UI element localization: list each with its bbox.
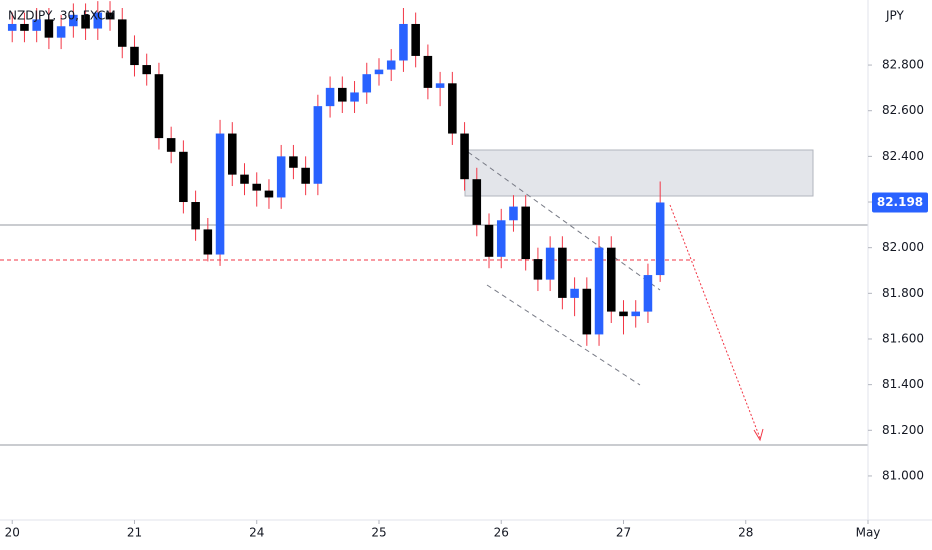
candle-body [521,206,530,260]
y-tick-label: 81.400 [882,377,924,391]
chart-title: NZDJPY, 30, FXCM [8,9,116,23]
candle-body [240,174,249,184]
candle-body [276,156,286,198]
candle-body [7,23,17,31]
y-tick-label: 81.000 [882,468,924,482]
candle-body [289,156,298,168]
candle-body [472,179,482,225]
y-tick-label: 81.800 [882,286,924,300]
candle-body [264,190,274,198]
candle-body [386,60,396,70]
candle-body [215,133,225,255]
candle-body [142,65,151,75]
candle-body [582,288,592,335]
candle-body [20,23,29,31]
candle-body [313,106,323,184]
candle-body [44,19,54,38]
candle-body [56,26,66,38]
candle-body [435,83,445,88]
y-tick-label: 82.800 [882,58,924,72]
candle-body [166,138,176,152]
x-tick-label: 27 [616,526,631,540]
candle-body [69,14,78,27]
channel-line [467,151,661,291]
candle-body [484,224,494,257]
candle-body [423,55,433,88]
y-tick-label: 82.000 [882,240,924,254]
x-tick-label: 24 [249,526,264,540]
candle-body [448,83,457,134]
x-tick-label: 25 [371,526,386,540]
candle-body [228,133,237,175]
candle-body [545,247,555,280]
zone-box [464,149,814,197]
candle-body [619,311,628,317]
candle-body [350,92,359,102]
candle-body [362,74,372,93]
candle-body [606,247,616,312]
candle-body [338,87,347,102]
candle-body [533,259,543,280]
arrow-head [753,428,764,442]
candle-body [117,19,127,47]
candle-body [179,151,188,203]
candle-body [594,247,604,335]
x-tick-label: 26 [494,526,509,540]
currency-label: JPY [885,9,905,23]
y-tick-label: 82.400 [882,149,924,163]
y-tick-label: 81.600 [882,331,924,345]
candle-body [399,23,408,61]
projection-arrow [669,204,761,439]
y-tick-label: 81.200 [882,423,924,437]
candle-body [655,202,665,276]
candles [7,1,665,346]
candle-body [105,12,115,20]
y-tick-label: 82.600 [882,103,924,117]
candle-body [411,23,420,56]
candle-body [154,74,164,139]
candle-body [374,69,384,75]
candle-body [191,202,200,230]
candle-body [301,167,310,184]
candle-body [631,311,640,317]
x-tick-label: 21 [127,526,142,540]
last-price-box [872,192,928,213]
candle-body [252,183,262,191]
candle-body [325,87,335,107]
candle-body [496,220,506,257]
candle-body [203,229,213,255]
last-price-label: 82.198 [877,195,923,209]
x-tick-label: 20 [5,526,20,540]
candle-body [460,133,469,180]
x-tick-label: 28 [738,526,753,540]
candle-body [509,206,518,221]
candle-body [81,14,90,29]
candle-body [93,12,103,29]
candle-body [643,275,653,312]
candle-body [570,288,579,298]
candle-body [558,247,567,298]
candle-body [32,19,41,31]
channel-line [486,284,641,386]
candle-body [130,46,139,66]
x-tick-label: May [856,526,881,540]
